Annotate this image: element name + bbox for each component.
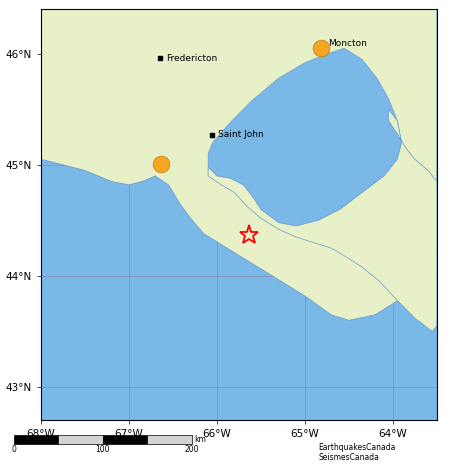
Bar [14, 434, 58, 445]
Text: 200: 200 [184, 446, 199, 454]
Bar [147, 434, 192, 445]
Bar [58, 434, 103, 445]
Text: EarthquakesCanada
SeismesCanada: EarthquakesCanada SeismesCanada [318, 443, 396, 462]
Text: 100: 100 [96, 446, 110, 454]
Text: Saint John: Saint John [218, 130, 263, 139]
Text: 0: 0 [11, 446, 16, 454]
Text: km: km [194, 434, 206, 444]
Text: Fredericton: Fredericton [166, 54, 217, 63]
Bar [103, 434, 147, 445]
Polygon shape [208, 109, 437, 332]
Polygon shape [208, 48, 402, 226]
Polygon shape [41, 9, 437, 320]
Text: Moncton: Moncton [329, 39, 368, 48]
